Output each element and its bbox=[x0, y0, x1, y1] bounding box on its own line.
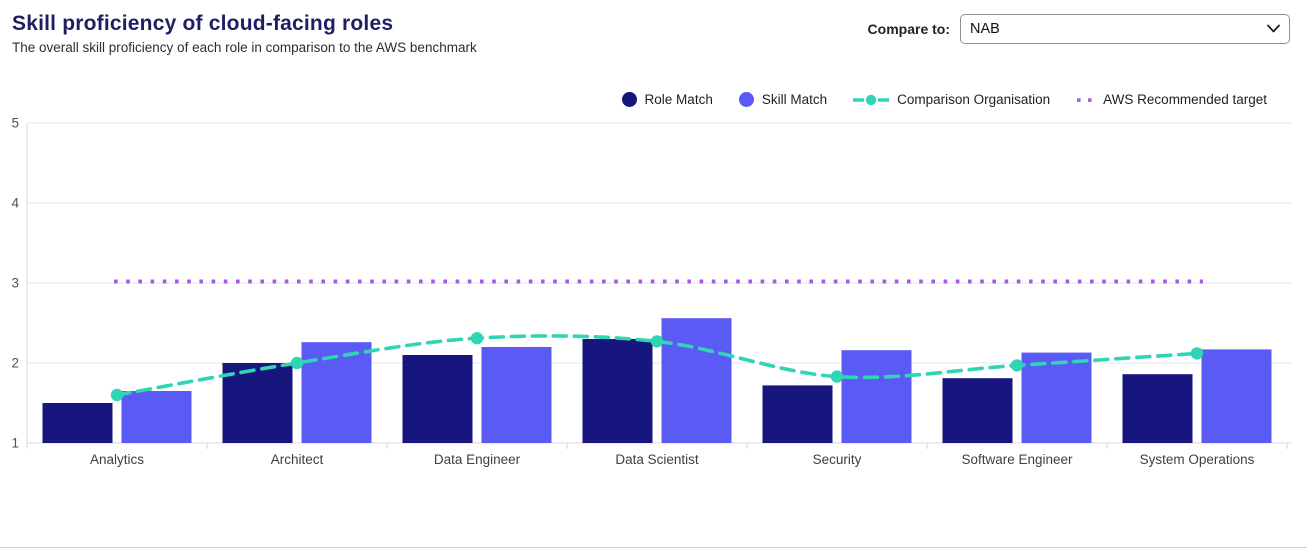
legend-line-icon bbox=[1077, 97, 1092, 102]
comparison-point-data-engineer[interactable] bbox=[470, 332, 484, 345]
legend-dot-icon bbox=[621, 92, 637, 107]
bar-role-match-architect[interactable] bbox=[222, 363, 293, 443]
compare-select-shell: NAB bbox=[960, 14, 1290, 44]
legend-label: AWS Recommended target bbox=[1103, 92, 1267, 107]
comparison-point-security[interactable] bbox=[830, 370, 844, 383]
bar-skill-match-system-operations[interactable] bbox=[1201, 349, 1272, 443]
skill-proficiency-chart: 1 2 3 4 5 Analytics Architect Data Engineer Data… bbox=[11, 116, 1292, 467]
legend-item-role-match[interactable]: Role Match bbox=[621, 92, 713, 107]
bar-skill-match-data-scientist[interactable] bbox=[661, 318, 732, 443]
bar-skill-match-analytics[interactable] bbox=[121, 391, 192, 443]
bar-role-match-security[interactable] bbox=[762, 385, 833, 443]
bar-role-match-analytics[interactable] bbox=[42, 403, 113, 443]
x-axis-label-data-engineer: Data Engineer bbox=[434, 452, 521, 467]
x-axis-label-system-operations: System Operations bbox=[1140, 452, 1255, 467]
x-axis-label-architect: Architect bbox=[271, 452, 324, 467]
bar-skill-match-software-engineer[interactable] bbox=[1021, 352, 1092, 443]
y-axis-tick-3: 3 bbox=[11, 276, 19, 291]
legend-label: Comparison Organisation bbox=[897, 92, 1051, 107]
y-axis-tick-5: 5 bbox=[11, 116, 19, 131]
compare-to-label: Compare to: bbox=[867, 21, 950, 37]
legend-item-comparison-organisation[interactable]: Comparison Organisation bbox=[853, 92, 1050, 107]
legend-item-skill-match[interactable]: Skill Match bbox=[738, 92, 828, 107]
comparison-point-analytics[interactable] bbox=[110, 388, 124, 402]
bar-role-match-software-engineer[interactable] bbox=[942, 378, 1013, 443]
bar-role-match-data-scientist[interactable] bbox=[582, 339, 653, 443]
x-axis-label-analytics: Analytics bbox=[90, 452, 144, 467]
bar-role-match-system-operations[interactable] bbox=[1122, 374, 1193, 443]
comparison-point-data-scientist[interactable] bbox=[650, 335, 664, 348]
legend-label: Skill Match bbox=[761, 92, 828, 107]
compare-select[interactable]: NAB bbox=[960, 14, 1290, 44]
x-axis-label-software-engineer: Software Engineer bbox=[961, 452, 1073, 467]
page-subtitle: The overall skill proficiency of each ro… bbox=[12, 40, 477, 55]
compare-control: Compare to: NAB bbox=[868, 14, 1290, 44]
comparison-point-system-operations[interactable] bbox=[1190, 347, 1204, 360]
y-axis-tick-4: 4 bbox=[11, 196, 19, 211]
bar-skill-match-security[interactable] bbox=[841, 350, 912, 443]
comparison-point-software-engineer[interactable] bbox=[1010, 359, 1024, 372]
legend-label: Role Match bbox=[644, 92, 713, 107]
legend: Role Match Skill Match Comparison Organisa… bbox=[621, 92, 1267, 107]
bar-role-match-data-engineer[interactable] bbox=[402, 355, 473, 443]
bar-skill-match-data-engineer[interactable] bbox=[481, 347, 552, 443]
x-axis-label-data-scientist: Data Scientist bbox=[615, 452, 699, 467]
page-title: Skill proficiency of cloud-facing roles bbox=[12, 12, 394, 35]
legend-dot-icon bbox=[738, 92, 754, 107]
legend-item-aws-recommended-target[interactable]: AWS Recommended target bbox=[1076, 92, 1267, 107]
comparison-point-architect[interactable] bbox=[290, 356, 304, 370]
y-axis-tick-2: 2 bbox=[11, 356, 19, 371]
legend-line-icon bbox=[853, 94, 890, 105]
y-axis-tick-1: 1 bbox=[11, 436, 19, 451]
x-axis-label-security: Security bbox=[813, 452, 862, 467]
